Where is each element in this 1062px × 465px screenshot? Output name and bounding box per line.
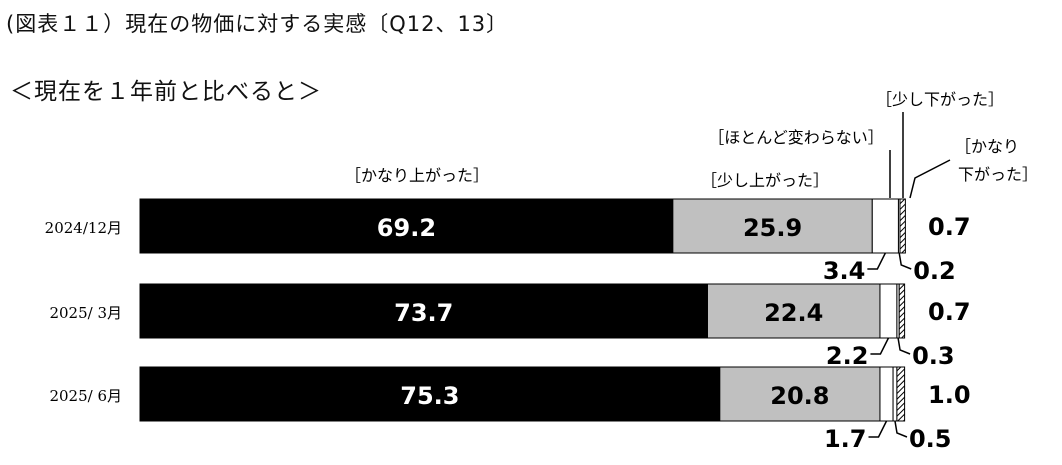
data-label: 0.3 [912, 342, 955, 370]
data-label: 25.9 [743, 214, 802, 242]
data-label: 69.2 [377, 214, 436, 242]
data-label: 2.2 [826, 342, 869, 370]
category-label: 2025/ 3月 [49, 304, 122, 322]
data-label: 0.7 [928, 213, 971, 241]
bar-segment [879, 366, 894, 422]
chart-subtitle: ＜現在を１年前と比べると＞ [10, 79, 322, 105]
legend-label: ［かなり [955, 137, 1019, 156]
bar-segment [879, 283, 898, 339]
bars [139, 198, 906, 422]
bar-segment [139, 283, 708, 339]
category-label: 2025/ 6月 [49, 387, 122, 405]
data-label: 3.4 [823, 257, 866, 285]
data-label: 20.8 [770, 382, 829, 410]
legend-label: ［少し上がった］ [701, 171, 829, 190]
bar-segment [719, 366, 881, 422]
bar-segment [898, 283, 906, 339]
category-label: 2024/12月 [45, 219, 122, 237]
data-label: 0.5 [909, 425, 952, 453]
leader-line [894, 420, 908, 438]
bar-segment [871, 198, 899, 254]
legend-labels: ［かなり上がった］ ［少し上がった］ ［ほとんど変わらない］ ［少し下がった］ ［かなり… [345, 90, 1038, 199]
bar-segment [892, 366, 898, 422]
leader-line [870, 337, 890, 355]
legend-label: 下がった］ [958, 165, 1038, 184]
data-label: 22.4 [764, 299, 823, 327]
legend-label: ［かなり上がった］ [345, 166, 489, 185]
value-labels: 2024/12月 69.2 25.9 0.7 3.4 0.2 2025/ 3月 73.7 22.… [45, 213, 971, 453]
bar-segment [672, 198, 873, 254]
data-label: 73.7 [394, 299, 453, 327]
legend-leader [909, 159, 951, 199]
chart-title: (図表１１）現在の物価に対する実感〔Q12、13〕 [6, 12, 509, 36]
legend-label: ［ほとんど変わらない］ [708, 128, 884, 147]
bar-segment [139, 198, 674, 254]
bar-segment [139, 366, 721, 422]
leader-line [867, 252, 887, 270]
legend-label: ［少し下がった］ [876, 90, 1004, 109]
bar-segment [899, 198, 906, 254]
data-label: 1.0 [928, 381, 971, 409]
bar-segment [706, 283, 881, 339]
data-label: 75.3 [400, 382, 459, 410]
leader-line [898, 252, 912, 270]
leader-line [897, 337, 911, 355]
data-label: 0.7 [928, 298, 971, 326]
data-label: 1.7 [824, 425, 867, 453]
leader-line [868, 420, 888, 438]
data-label: 0.2 [913, 257, 956, 285]
bar-segment [896, 366, 906, 422]
